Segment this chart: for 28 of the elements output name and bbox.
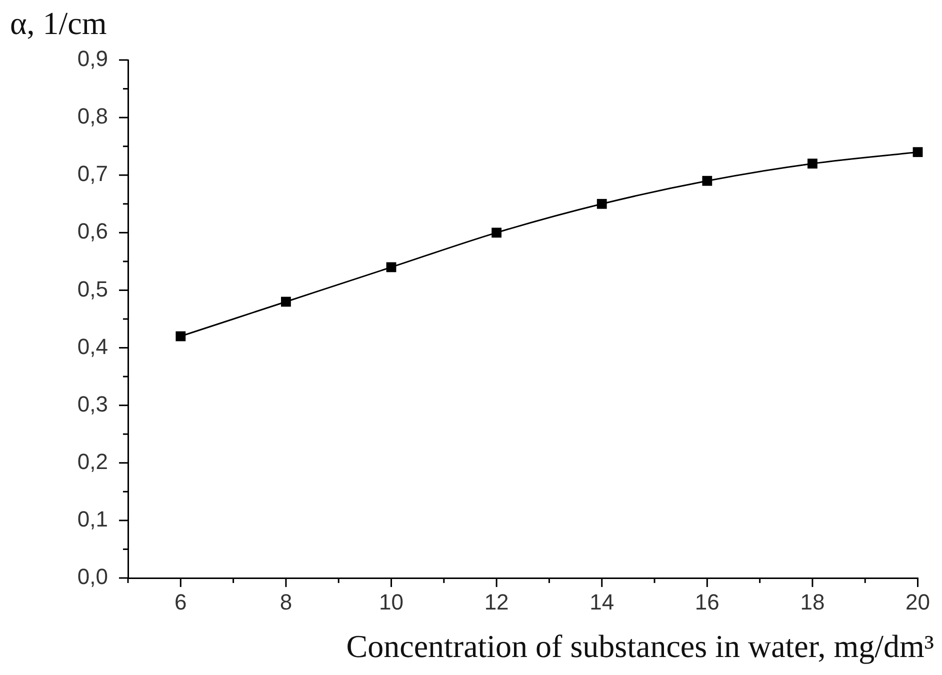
y-axis-title: α, 1/cm	[10, 5, 107, 41]
x-tick-label: 8	[280, 589, 292, 614]
y-tick-label: 0,5	[77, 276, 108, 302]
point	[492, 228, 502, 238]
y-tick-label: 0,2	[77, 448, 108, 474]
x-tick-label: 6	[174, 589, 187, 614]
point	[808, 158, 818, 169]
y-tick-label: 0,8	[77, 104, 108, 129]
point	[702, 176, 712, 186]
x-axis-title: Concentration of substances in water, mg/dm³	[346, 628, 934, 664]
x-tick-label: 14	[590, 589, 614, 614]
point	[386, 262, 396, 272]
point	[596, 198, 607, 209]
y-tick-label: 0,6	[77, 218, 108, 244]
y-tick-label: 0,9	[77, 46, 108, 72]
x-tick-label: 12	[484, 589, 509, 614]
y-tick-label: 0,1	[77, 506, 108, 532]
x-tick-label: 10	[379, 589, 404, 614]
y-tick-label: 0,0	[77, 564, 108, 590]
point	[176, 331, 186, 342]
x-tick-label: 20	[906, 589, 930, 614]
y-tick-label: 0,4	[77, 334, 108, 359]
point	[912, 147, 923, 158]
x-tick-label: 18	[800, 589, 825, 614]
y-tick-label: 0,3	[77, 391, 108, 416]
y-tick-label: 0,7	[77, 161, 108, 186]
x-tick-label: 16	[694, 589, 720, 614]
point	[281, 296, 291, 307]
